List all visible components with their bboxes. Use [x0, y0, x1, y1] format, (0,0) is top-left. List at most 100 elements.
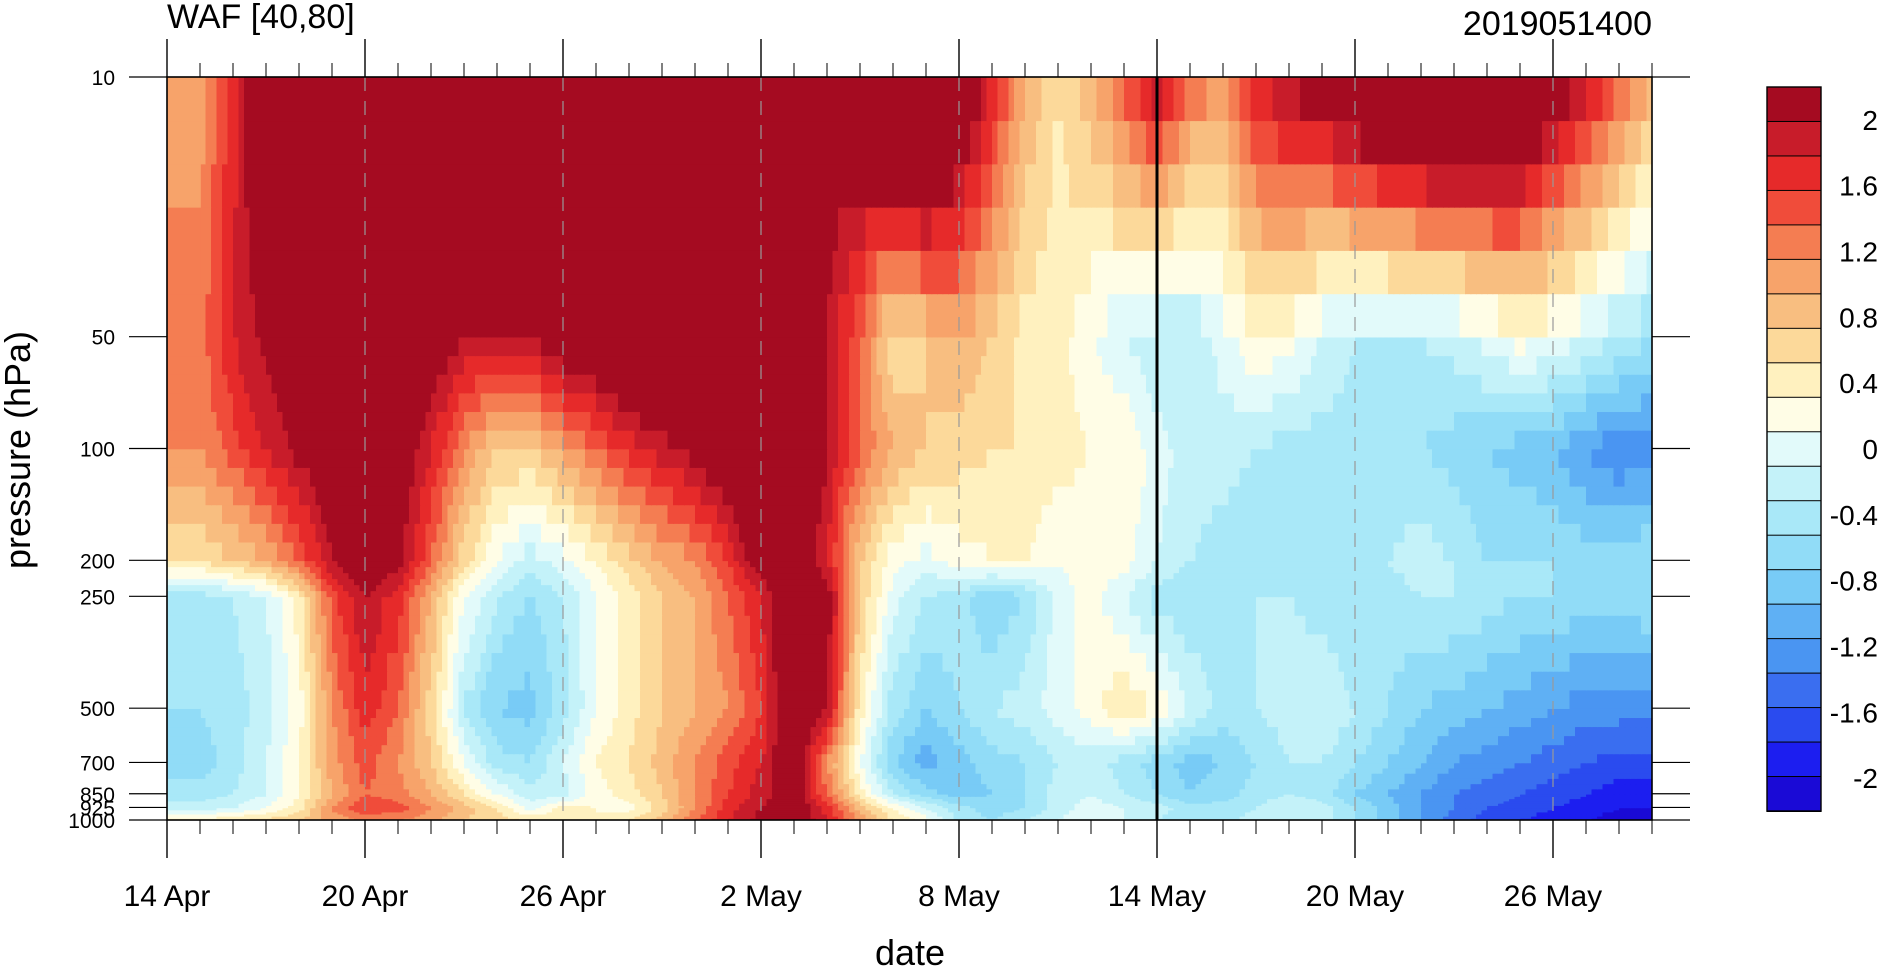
heatmap-cell [1245, 778, 1252, 785]
heatmap-cell [893, 767, 900, 774]
heatmap-cell [365, 817, 372, 820]
heatmap-cell [387, 798, 394, 802]
heatmap-cell [827, 815, 834, 819]
heatmap-cell [1575, 772, 1582, 779]
heatmap-cell [1443, 805, 1450, 809]
heatmap-cell [986, 809, 993, 813]
heatmap-cell [1437, 809, 1444, 813]
heatmap-cell [997, 753, 1004, 764]
heatmap-cell [860, 809, 867, 813]
heatmap-cell [1542, 817, 1549, 820]
heatmap-cell [733, 796, 740, 800]
heatmap-cell [1635, 778, 1642, 785]
heatmap-cell [431, 809, 438, 813]
heatmap-cell [1074, 813, 1081, 817]
heatmap-cell [425, 802, 432, 806]
heatmap-cell [744, 767, 751, 774]
heatmap-cell [1069, 807, 1076, 811]
heatmap-cell [552, 815, 559, 819]
heatmap-cell [1058, 802, 1065, 806]
heatmap-cell [970, 762, 977, 769]
heatmap-cell [1074, 809, 1081, 813]
heatmap-cell [299, 811, 306, 815]
heatmap-cell [1245, 817, 1252, 820]
heatmap-cell [1036, 753, 1043, 764]
heatmap-cell [519, 798, 526, 802]
heatmap-cell [772, 815, 779, 819]
heatmap-cell [233, 778, 240, 785]
heatmap-cell [986, 783, 993, 790]
heatmap-cell [1256, 815, 1263, 819]
heatmap-cell [563, 811, 570, 815]
heatmap-cell [563, 805, 570, 809]
heatmap-cell [590, 815, 597, 819]
heatmap-cell [634, 800, 641, 804]
heatmap-cell [1553, 788, 1560, 795]
heatmap-cell [920, 788, 927, 795]
heatmap-cell [326, 800, 333, 804]
heatmap-cell [1404, 809, 1411, 813]
heatmap-cell [1404, 767, 1411, 774]
heatmap-cell [871, 783, 878, 790]
heatmap-cell [304, 802, 311, 806]
heatmap-cell [475, 772, 482, 779]
heatmap-cell [1162, 802, 1169, 806]
heatmap-cell [255, 767, 262, 774]
heatmap-cell [832, 783, 839, 790]
heatmap-cell [1063, 807, 1070, 811]
heatmap-cell [1201, 817, 1208, 820]
heatmap-cell [535, 813, 542, 817]
heatmap-cell [744, 805, 751, 809]
heatmap-cell [574, 783, 581, 790]
heatmap-cell [618, 783, 625, 790]
heatmap-cell [260, 762, 267, 769]
heatmap-cell [381, 817, 388, 820]
heatmap-cell [1217, 809, 1224, 813]
heatmap-cell [519, 809, 526, 813]
heatmap-cell [1333, 762, 1340, 769]
heatmap-cell [1355, 802, 1362, 806]
heatmap-cell [1190, 807, 1197, 811]
heatmap-cell [981, 817, 988, 820]
heatmap-cell [1025, 809, 1032, 813]
heatmap-cell [964, 783, 971, 790]
heatmap-cell [1602, 778, 1609, 785]
heatmap-cell [931, 813, 938, 817]
heatmap-cell [392, 783, 399, 790]
heatmap-cell [1344, 809, 1351, 813]
heatmap-cell [1102, 798, 1109, 802]
heatmap-cell [1520, 753, 1527, 764]
heatmap-cell [1481, 802, 1488, 806]
heatmap-cell [750, 762, 757, 769]
heatmap-cell [1305, 772, 1312, 779]
heatmap-cell [1300, 767, 1307, 774]
heatmap-cell [755, 796, 762, 800]
heatmap-cell [843, 767, 850, 774]
heatmap-cell [1047, 788, 1054, 795]
heatmap-cell [953, 800, 960, 804]
heatmap-cell [981, 813, 988, 817]
heatmap-cell [596, 762, 603, 769]
heatmap-cell [326, 778, 333, 785]
heatmap-cell [1327, 805, 1334, 809]
heatmap-cell [1575, 783, 1582, 790]
heatmap-cell [1212, 817, 1219, 820]
heatmap-cell [568, 772, 575, 779]
heatmap-cell [1542, 753, 1549, 764]
heatmap-cell [563, 753, 570, 764]
heatmap-cell [1311, 753, 1318, 764]
heatmap-cell [596, 800, 603, 804]
heatmap-cell [1569, 809, 1576, 813]
heatmap-cell [1217, 805, 1224, 809]
heatmap-cell [277, 796, 284, 800]
heatmap-cell [772, 813, 779, 817]
heatmap-cell [288, 817, 295, 820]
heatmap-cell [1250, 798, 1257, 802]
heatmap-cell [959, 817, 966, 820]
heatmap-cell [1569, 817, 1576, 820]
heatmap-cell [1514, 802, 1521, 806]
heatmap-cell [1289, 811, 1296, 815]
heatmap-cell [1597, 788, 1604, 795]
heatmap-cell [640, 809, 647, 813]
heatmap-cell [1239, 800, 1246, 804]
